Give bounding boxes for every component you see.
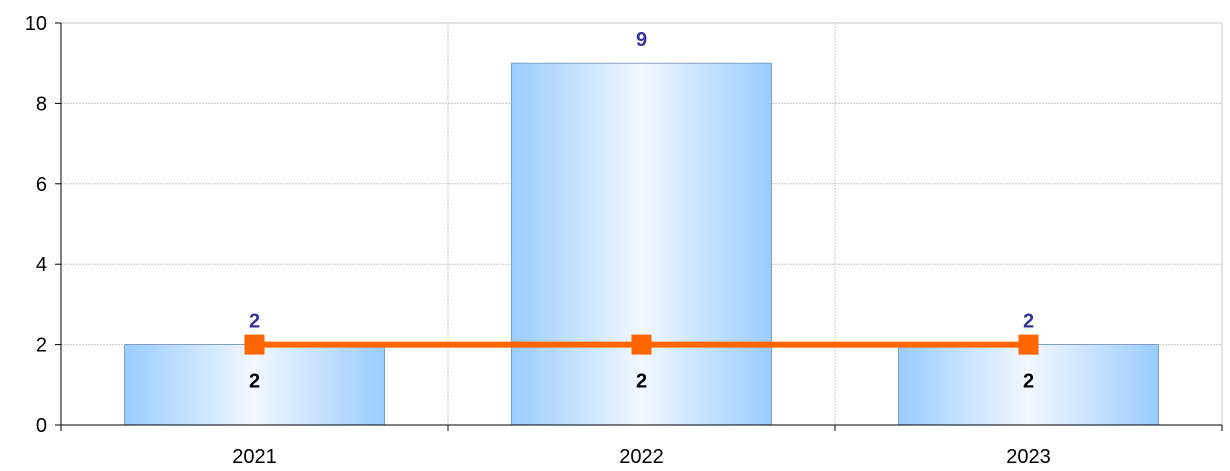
y-tick-label: 0 (36, 415, 47, 437)
data-labels: 2 9 2 2 2 2 (249, 29, 1034, 392)
y-tick-label: 10 (25, 13, 47, 35)
x-tick-label: 2021 (232, 446, 277, 468)
x-tick-label: 2022 (619, 446, 664, 468)
bar-data-label: 2 (249, 311, 260, 333)
y-tick-label: 6 (36, 174, 47, 196)
bar-data-label: 2 (1023, 311, 1034, 333)
line-data-label: 2 (249, 371, 260, 393)
line-data-label: 2 (636, 371, 647, 393)
bar-data-label: 9 (636, 29, 647, 51)
axes: 0 2 4 6 8 10 2021 2022 2023 (25, 13, 1223, 468)
bar-2022 (511, 62, 772, 426)
y-tick-label: 2 (36, 335, 47, 357)
x-tick-label: 2023 (1006, 446, 1051, 468)
line-series (244, 334, 1039, 355)
line-marker-2021 (244, 334, 265, 355)
line-data-label: 2 (1023, 371, 1034, 393)
y-tick-label: 8 (36, 93, 47, 115)
y-tick-label: 4 (36, 254, 47, 276)
line-marker-2022 (631, 334, 652, 355)
bar-series (124, 62, 1159, 426)
line-marker-2023 (1018, 334, 1039, 355)
bar-2021 (124, 344, 385, 426)
